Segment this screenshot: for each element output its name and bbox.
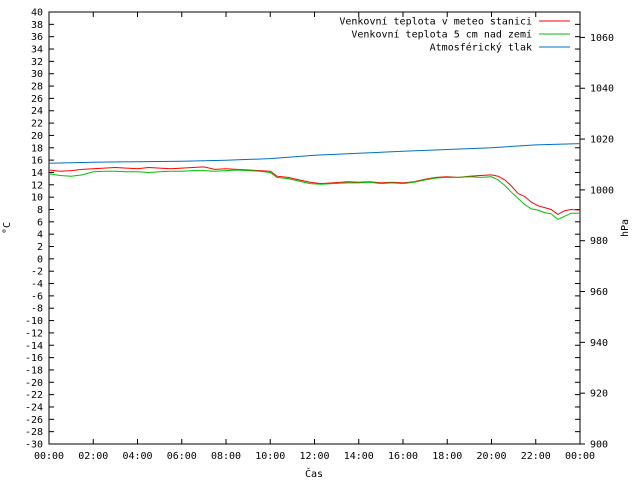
y-left-tick-label: 36 (31, 32, 43, 43)
y-right-tick-label: 980 (590, 236, 608, 247)
series-layer (48, 143, 581, 220)
x-tick-label: 00:00 (34, 451, 64, 462)
x-tick-label: 06:00 (167, 451, 197, 462)
y-right-tick-label: 1020 (590, 135, 614, 146)
y-right-tick-label: 920 (590, 389, 608, 400)
y-left-tick-label: 16 (31, 156, 43, 167)
x-tick-label: 20:00 (476, 451, 506, 462)
y-right-tick-label: 960 (590, 287, 608, 298)
y-left-tick-label: 34 (31, 45, 43, 56)
y-left-tick-label: 22 (31, 119, 43, 130)
y-left-tick-label: 32 (31, 57, 43, 68)
y-right-tick-label: 1000 (590, 185, 614, 196)
series-line-2 (48, 169, 580, 220)
y-left-tick-label: -16 (25, 353, 43, 364)
legend: Venkovní teplota v meteo staniciVenkovní… (339, 16, 570, 54)
y-left-tick-label: -26 (25, 415, 43, 426)
series-line-3 (48, 143, 581, 164)
y-left-tick-label: 18 (31, 143, 43, 154)
y-left-tick-label: 30 (31, 69, 43, 80)
legend-label-2: Venkovní teplota 5 cm nad zemí (351, 29, 532, 41)
x-tick-label: 00:00 (565, 451, 595, 462)
y-right-axis-label: hPa (620, 219, 631, 237)
y-right-tick-label: 900 (590, 440, 608, 451)
y-left-tick-label: 4 (37, 230, 43, 241)
y-left-tick-label: -20 (25, 378, 43, 389)
y-left-tick-label: 10 (31, 193, 43, 204)
y-left-tick-label: -22 (25, 390, 43, 401)
y-right-axis: 1060 1040 1020 1000 980 960 940 920 900 (580, 33, 614, 451)
x-tick-label: 18:00 (432, 451, 462, 462)
series-line-1 (48, 166, 581, 215)
x-axis: 00:00 02:00 04:00 06:00 08:00 10:00 12:00 14:00… (34, 12, 595, 462)
y-left-tick-label: 24 (31, 106, 43, 117)
y-left-tick-label: -18 (25, 365, 43, 376)
y-left-tick-label: -4 (31, 279, 43, 290)
y-left-tick-label: -30 (25, 440, 43, 451)
x-tick-label: 16:00 (388, 451, 418, 462)
y-left-tick-label: -28 (25, 427, 43, 438)
y-right-tick-label: 1060 (590, 33, 614, 44)
y-left-tick-label: -6 (31, 291, 43, 302)
y-left-tick-label: 0 (37, 254, 43, 265)
x-tick-label: 12:00 (299, 451, 329, 462)
y-left-axis: 4038363432302826242220181614121086420-2-… (25, 8, 580, 451)
y-left-tick-label: -12 (25, 328, 43, 339)
y-left-tick-label: 40 (31, 8, 43, 19)
y-left-tick-label: 26 (31, 94, 43, 105)
y-left-tick-label: 20 (31, 131, 43, 142)
x-tick-label: 22:00 (521, 451, 551, 462)
y-left-tick-label: 8 (37, 205, 43, 216)
y-right-tick-label: 940 (590, 338, 608, 349)
y-left-tick-label: -8 (31, 304, 43, 315)
y-left-tick-label: -10 (25, 316, 43, 327)
y-left-tick-label: -24 (25, 402, 43, 413)
y-right-tick-label: 1040 (590, 84, 614, 95)
legend-label-3: Atmosférický tlak (430, 42, 532, 54)
x-tick-label: 04:00 (122, 451, 152, 462)
x-tick-label: 10:00 (255, 451, 285, 462)
y-left-tick-label: 6 (37, 217, 43, 228)
y-left-tick-label: 2 (37, 242, 43, 253)
y-left-tick-label: -14 (25, 341, 43, 352)
legend-label-1: Venkovní teplota v meteo stanici (339, 16, 532, 28)
y-left-tick-label: 28 (31, 82, 43, 93)
x-axis-label: Čas (305, 467, 323, 480)
plot-frame (48, 11, 581, 445)
x-tick-label: 02:00 (78, 451, 108, 462)
x-tick-label: 08:00 (211, 451, 241, 462)
x-tick-label: 14:00 (344, 451, 374, 462)
y-left-tick-label: 12 (31, 180, 43, 191)
y-left-tick-label: 14 (31, 168, 43, 179)
y-left-tick-label: 38 (31, 20, 43, 31)
y-left-axis-label: °C (2, 222, 13, 234)
y-left-tick-label: -2 (31, 267, 43, 278)
